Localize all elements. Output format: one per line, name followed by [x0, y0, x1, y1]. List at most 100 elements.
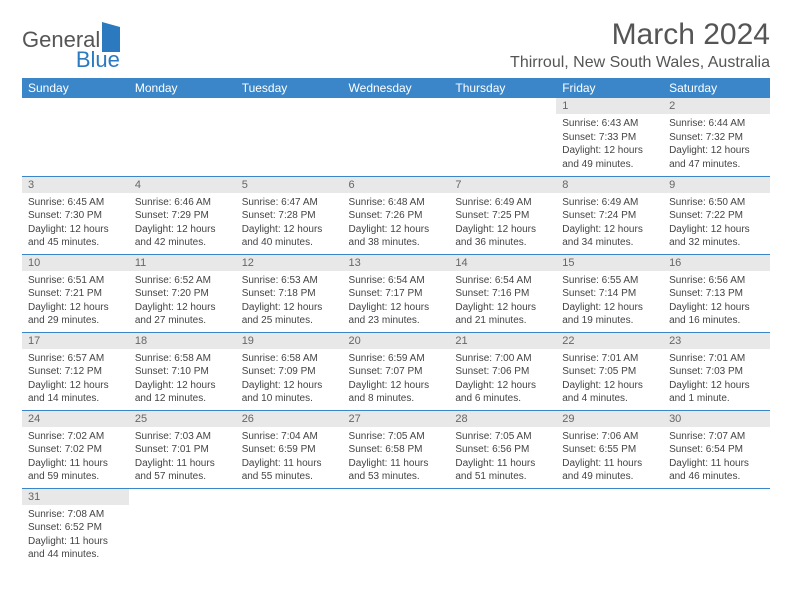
day-line: Daylight: 12 hours [28, 379, 123, 393]
day-line: Sunset: 7:24 PM [562, 209, 657, 223]
day-body [449, 505, 556, 511]
day-line: Daylight: 11 hours [135, 457, 230, 471]
day-line: and 45 minutes. [28, 236, 123, 250]
calendar-day: 19Sunrise: 6:58 AMSunset: 7:09 PMDayligh… [236, 332, 343, 410]
day-number: 7 [449, 177, 556, 193]
day-line: and 53 minutes. [349, 470, 444, 484]
day-line: Daylight: 12 hours [349, 379, 444, 393]
day-line: Sunrise: 6:50 AM [669, 196, 764, 210]
day-body: Sunrise: 6:59 AMSunset: 7:07 PMDaylight:… [343, 349, 450, 409]
day-line: and 59 minutes. [28, 470, 123, 484]
calendar-day: 21Sunrise: 7:00 AMSunset: 7:06 PMDayligh… [449, 332, 556, 410]
day-number: 4 [129, 177, 236, 193]
day-line: Sunrise: 6:59 AM [349, 352, 444, 366]
day-line: and 8 minutes. [349, 392, 444, 406]
day-line: and 32 minutes. [669, 236, 764, 250]
day-body: Sunrise: 6:53 AMSunset: 7:18 PMDaylight:… [236, 271, 343, 331]
day-line: Sunrise: 7:00 AM [455, 352, 550, 366]
calendar-day: 27Sunrise: 7:05 AMSunset: 6:58 PMDayligh… [343, 410, 450, 488]
day-line: and 49 minutes. [562, 470, 657, 484]
day-line: Sunrise: 6:49 AM [562, 196, 657, 210]
day-number: 15 [556, 255, 663, 271]
calendar-week: 3Sunrise: 6:45 AMSunset: 7:30 PMDaylight… [22, 176, 770, 254]
day-body: Sunrise: 7:08 AMSunset: 6:52 PMDaylight:… [22, 505, 129, 565]
day-body: Sunrise: 7:05 AMSunset: 6:58 PMDaylight:… [343, 427, 450, 487]
day-line: Daylight: 11 hours [242, 457, 337, 471]
day-line: and 16 minutes. [669, 314, 764, 328]
calendar-day [22, 98, 129, 176]
day-line: and 19 minutes. [562, 314, 657, 328]
day-line: Sunrise: 6:54 AM [349, 274, 444, 288]
day-body [129, 114, 236, 120]
day-number: 23 [663, 333, 770, 349]
calendar-day [556, 488, 663, 566]
day-line: Daylight: 12 hours [455, 379, 550, 393]
day-line: and 47 minutes. [669, 158, 764, 172]
day-line: and 51 minutes. [455, 470, 550, 484]
day-line: Sunrise: 6:51 AM [28, 274, 123, 288]
day-line: and 14 minutes. [28, 392, 123, 406]
calendar-day: 23Sunrise: 7:01 AMSunset: 7:03 PMDayligh… [663, 332, 770, 410]
day-line: Daylight: 12 hours [562, 301, 657, 315]
calendar-day: 28Sunrise: 7:05 AMSunset: 6:56 PMDayligh… [449, 410, 556, 488]
calendar-day: 22Sunrise: 7:01 AMSunset: 7:05 PMDayligh… [556, 332, 663, 410]
day-line: Sunset: 7:21 PM [28, 287, 123, 301]
day-number: 2 [663, 98, 770, 114]
day-line: and 38 minutes. [349, 236, 444, 250]
calendar-day: 4Sunrise: 6:46 AMSunset: 7:29 PMDaylight… [129, 176, 236, 254]
day-line: Daylight: 12 hours [455, 223, 550, 237]
day-header: Wednesday [343, 78, 450, 98]
day-line: Sunset: 7:02 PM [28, 443, 123, 457]
day-line: Sunset: 7:05 PM [562, 365, 657, 379]
day-line: and 49 minutes. [562, 158, 657, 172]
day-line: Sunset: 6:52 PM [28, 521, 123, 535]
day-number: 24 [22, 411, 129, 427]
calendar-day: 5Sunrise: 6:47 AMSunset: 7:28 PMDaylight… [236, 176, 343, 254]
calendar-day: 26Sunrise: 7:04 AMSunset: 6:59 PMDayligh… [236, 410, 343, 488]
day-line: and 12 minutes. [135, 392, 230, 406]
day-body: Sunrise: 6:48 AMSunset: 7:26 PMDaylight:… [343, 193, 450, 253]
day-line: Sunrise: 7:06 AM [562, 430, 657, 444]
day-line: Daylight: 11 hours [562, 457, 657, 471]
day-line: Sunrise: 6:58 AM [135, 352, 230, 366]
logo-text: General GeneBlue [22, 30, 120, 70]
day-line: Sunset: 7:25 PM [455, 209, 550, 223]
day-line: Sunrise: 7:01 AM [562, 352, 657, 366]
day-number: 27 [343, 411, 450, 427]
day-line: and 55 minutes. [242, 470, 337, 484]
day-body: Sunrise: 6:58 AMSunset: 7:09 PMDaylight:… [236, 349, 343, 409]
day-body: Sunrise: 6:43 AMSunset: 7:33 PMDaylight:… [556, 114, 663, 174]
calendar-day: 13Sunrise: 6:54 AMSunset: 7:17 PMDayligh… [343, 254, 450, 332]
day-line: and 34 minutes. [562, 236, 657, 250]
day-line: Sunset: 7:06 PM [455, 365, 550, 379]
day-line: Sunset: 7:29 PM [135, 209, 230, 223]
day-body [129, 505, 236, 511]
day-body: Sunrise: 6:44 AMSunset: 7:32 PMDaylight:… [663, 114, 770, 174]
day-line: Daylight: 12 hours [135, 223, 230, 237]
day-line: Sunset: 7:01 PM [135, 443, 230, 457]
calendar-day: 7Sunrise: 6:49 AMSunset: 7:25 PMDaylight… [449, 176, 556, 254]
day-line: Sunset: 6:58 PM [349, 443, 444, 457]
day-body: Sunrise: 7:07 AMSunset: 6:54 PMDaylight:… [663, 427, 770, 487]
calendar-week: 17Sunrise: 6:57 AMSunset: 7:12 PMDayligh… [22, 332, 770, 410]
day-line: Sunrise: 7:07 AM [669, 430, 764, 444]
page-header: General GeneBlue March 2024 Thirroul, Ne… [22, 18, 770, 72]
calendar-week: 1Sunrise: 6:43 AMSunset: 7:33 PMDaylight… [22, 98, 770, 176]
day-line: Sunset: 6:54 PM [669, 443, 764, 457]
day-line: Sunset: 7:16 PM [455, 287, 550, 301]
day-line: and 40 minutes. [242, 236, 337, 250]
day-line: Daylight: 12 hours [669, 301, 764, 315]
day-number: 28 [449, 411, 556, 427]
day-header: Sunday [22, 78, 129, 98]
day-body: Sunrise: 6:49 AMSunset: 7:25 PMDaylight:… [449, 193, 556, 253]
location: Thirroul, New South Wales, Australia [510, 54, 770, 72]
day-line: Sunset: 7:07 PM [349, 365, 444, 379]
title-block: March 2024 Thirroul, New South Wales, Au… [510, 18, 770, 72]
calendar-day: 1Sunrise: 6:43 AMSunset: 7:33 PMDaylight… [556, 98, 663, 176]
calendar-day [129, 488, 236, 566]
day-line: and 44 minutes. [28, 548, 123, 562]
calendar-day: 20Sunrise: 6:59 AMSunset: 7:07 PMDayligh… [343, 332, 450, 410]
calendar-day: 14Sunrise: 6:54 AMSunset: 7:16 PMDayligh… [449, 254, 556, 332]
day-line: Sunset: 7:09 PM [242, 365, 337, 379]
day-body [449, 114, 556, 120]
